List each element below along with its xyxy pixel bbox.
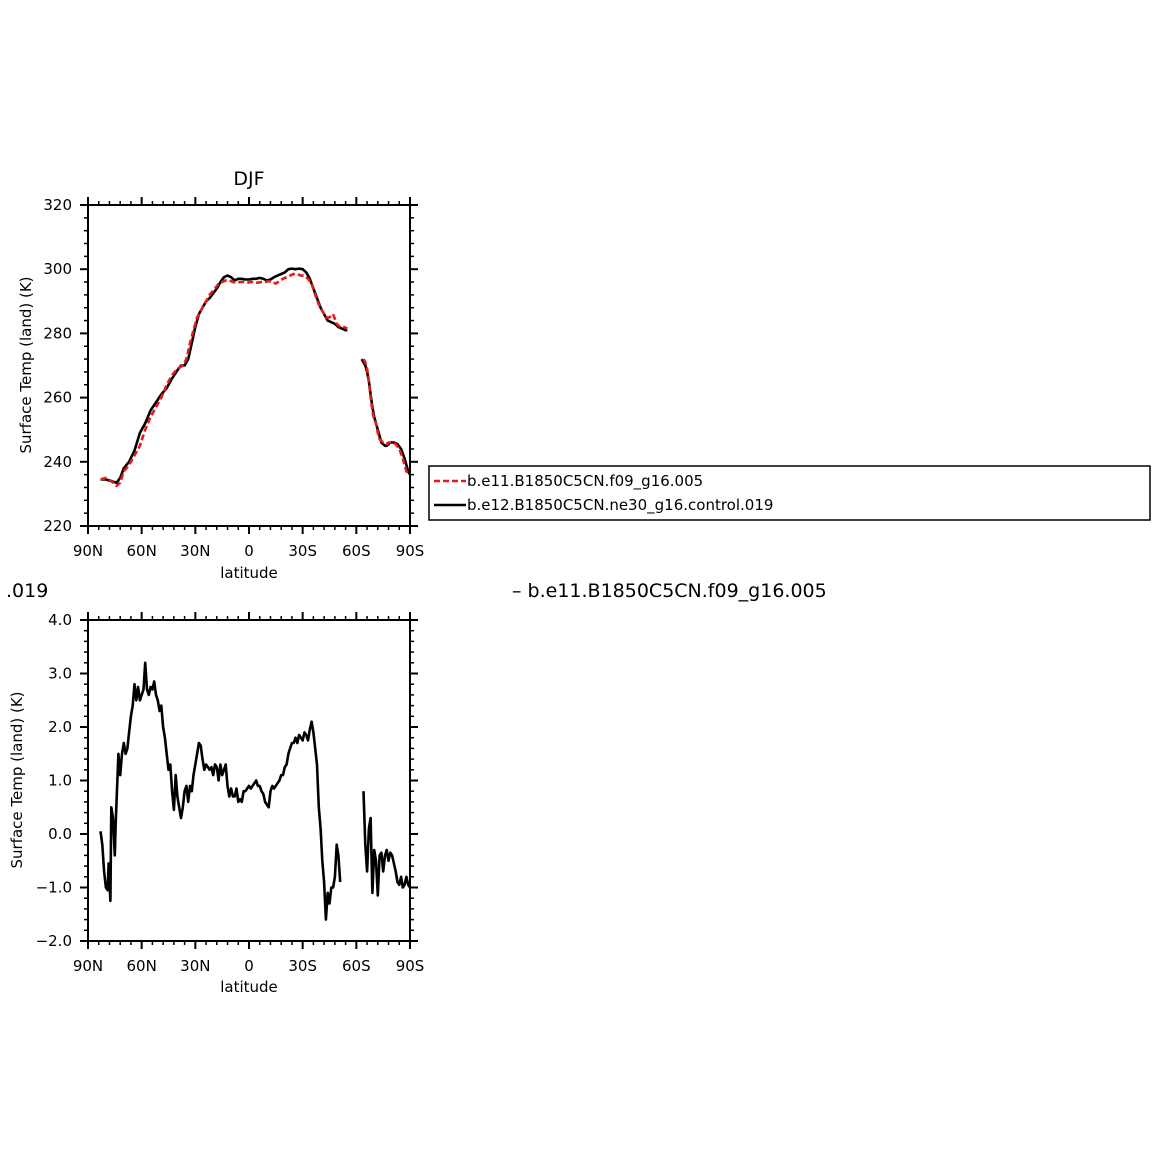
y-tick-label: 320 (43, 196, 72, 214)
x-tick-label: 90N (73, 542, 103, 560)
x-tick-label: 90S (396, 957, 425, 975)
x-tick-label: 90S (396, 542, 425, 560)
plot-frame-bottom (87, 619, 411, 942)
x-axis-label-top: latitude (220, 564, 278, 582)
bottom-series-group (99, 661, 412, 921)
y-tick-label: −2.0 (36, 932, 72, 950)
panel-bottom-difference: 90N 60N 30N 0 30S 60S 90S −2.0 −1.0 0.0 1.0 2.0 3.0 4… (8, 611, 424, 996)
legend-label-red: b.e11.B1850C5CN.f09_g16.005 (467, 472, 703, 491)
y-tick-label: 220 (43, 517, 72, 535)
series-line-solid (100, 267, 348, 484)
bottom-axis-ticks: 90N 60N 30N 0 30S 60S 90S −2.0 −1.0 0.0 1.0 2.0 3.0 4… (36, 611, 425, 975)
x-tick-label: 30S (288, 542, 317, 560)
series-line-solid (99, 661, 342, 921)
plot-frame-top (87, 204, 411, 527)
legend-label-black: b.e12.B1850C5CN.ne30_g16.control.019 (467, 496, 773, 515)
x-tick-label: 30S (288, 957, 317, 975)
x-tick-label: 60N (127, 542, 157, 560)
legend: b.e11.B1850C5CN.f09_g16.005 b.e12.B1850C… (428, 465, 1151, 521)
x-tick-label: 30N (180, 542, 210, 560)
y-tick-label: 280 (43, 324, 72, 342)
y-tick-label: 1.0 (48, 772, 72, 790)
top-series-group (100, 267, 412, 488)
y-axis-label-top: Surface Temp (land) (K) (17, 276, 35, 453)
caption-left: .019 (6, 580, 48, 602)
x-tick-label: 30N (180, 957, 210, 975)
x-tick-label: 60S (342, 542, 371, 560)
y-tick-label: 240 (43, 453, 72, 471)
top-axis-ticks: 90N 60N 30N 0 30S 60S 90S 220 240 260 280 300 320 (43, 196, 424, 560)
x-tick-label: 0 (244, 542, 254, 560)
y-tick-label: 4.0 (48, 611, 72, 629)
y-tick-label: 3.0 (48, 665, 72, 683)
series-line-solid (362, 791, 412, 897)
x-tick-label: 60N (127, 957, 157, 975)
y-axis-label-bottom: Surface Temp (land) (K) (8, 691, 26, 868)
x-tick-label: 60S (342, 957, 371, 975)
x-axis-label-bottom: latitude (220, 978, 278, 996)
x-tick-label: 90N (73, 957, 103, 975)
legend-box (428, 465, 1151, 521)
y-tick-label: 2.0 (48, 718, 72, 736)
x-tick-label: 0 (244, 957, 254, 975)
panel-title: DJF (233, 168, 264, 190)
y-tick-label: 300 (43, 260, 72, 278)
caption-right: – b.e11.B1850C5CN.f09_g16.005 (512, 580, 827, 602)
series-line-dashed (362, 358, 411, 476)
series-line-dashed (100, 272, 348, 488)
y-tick-label: −1.0 (36, 879, 72, 897)
y-tick-label: 260 (43, 389, 72, 407)
panel-top-djf: DJF 90N 60N 30N 0 30S 60S 90S 220 240 260 280 300 32… (17, 168, 424, 582)
y-tick-label: 0.0 (48, 825, 72, 843)
